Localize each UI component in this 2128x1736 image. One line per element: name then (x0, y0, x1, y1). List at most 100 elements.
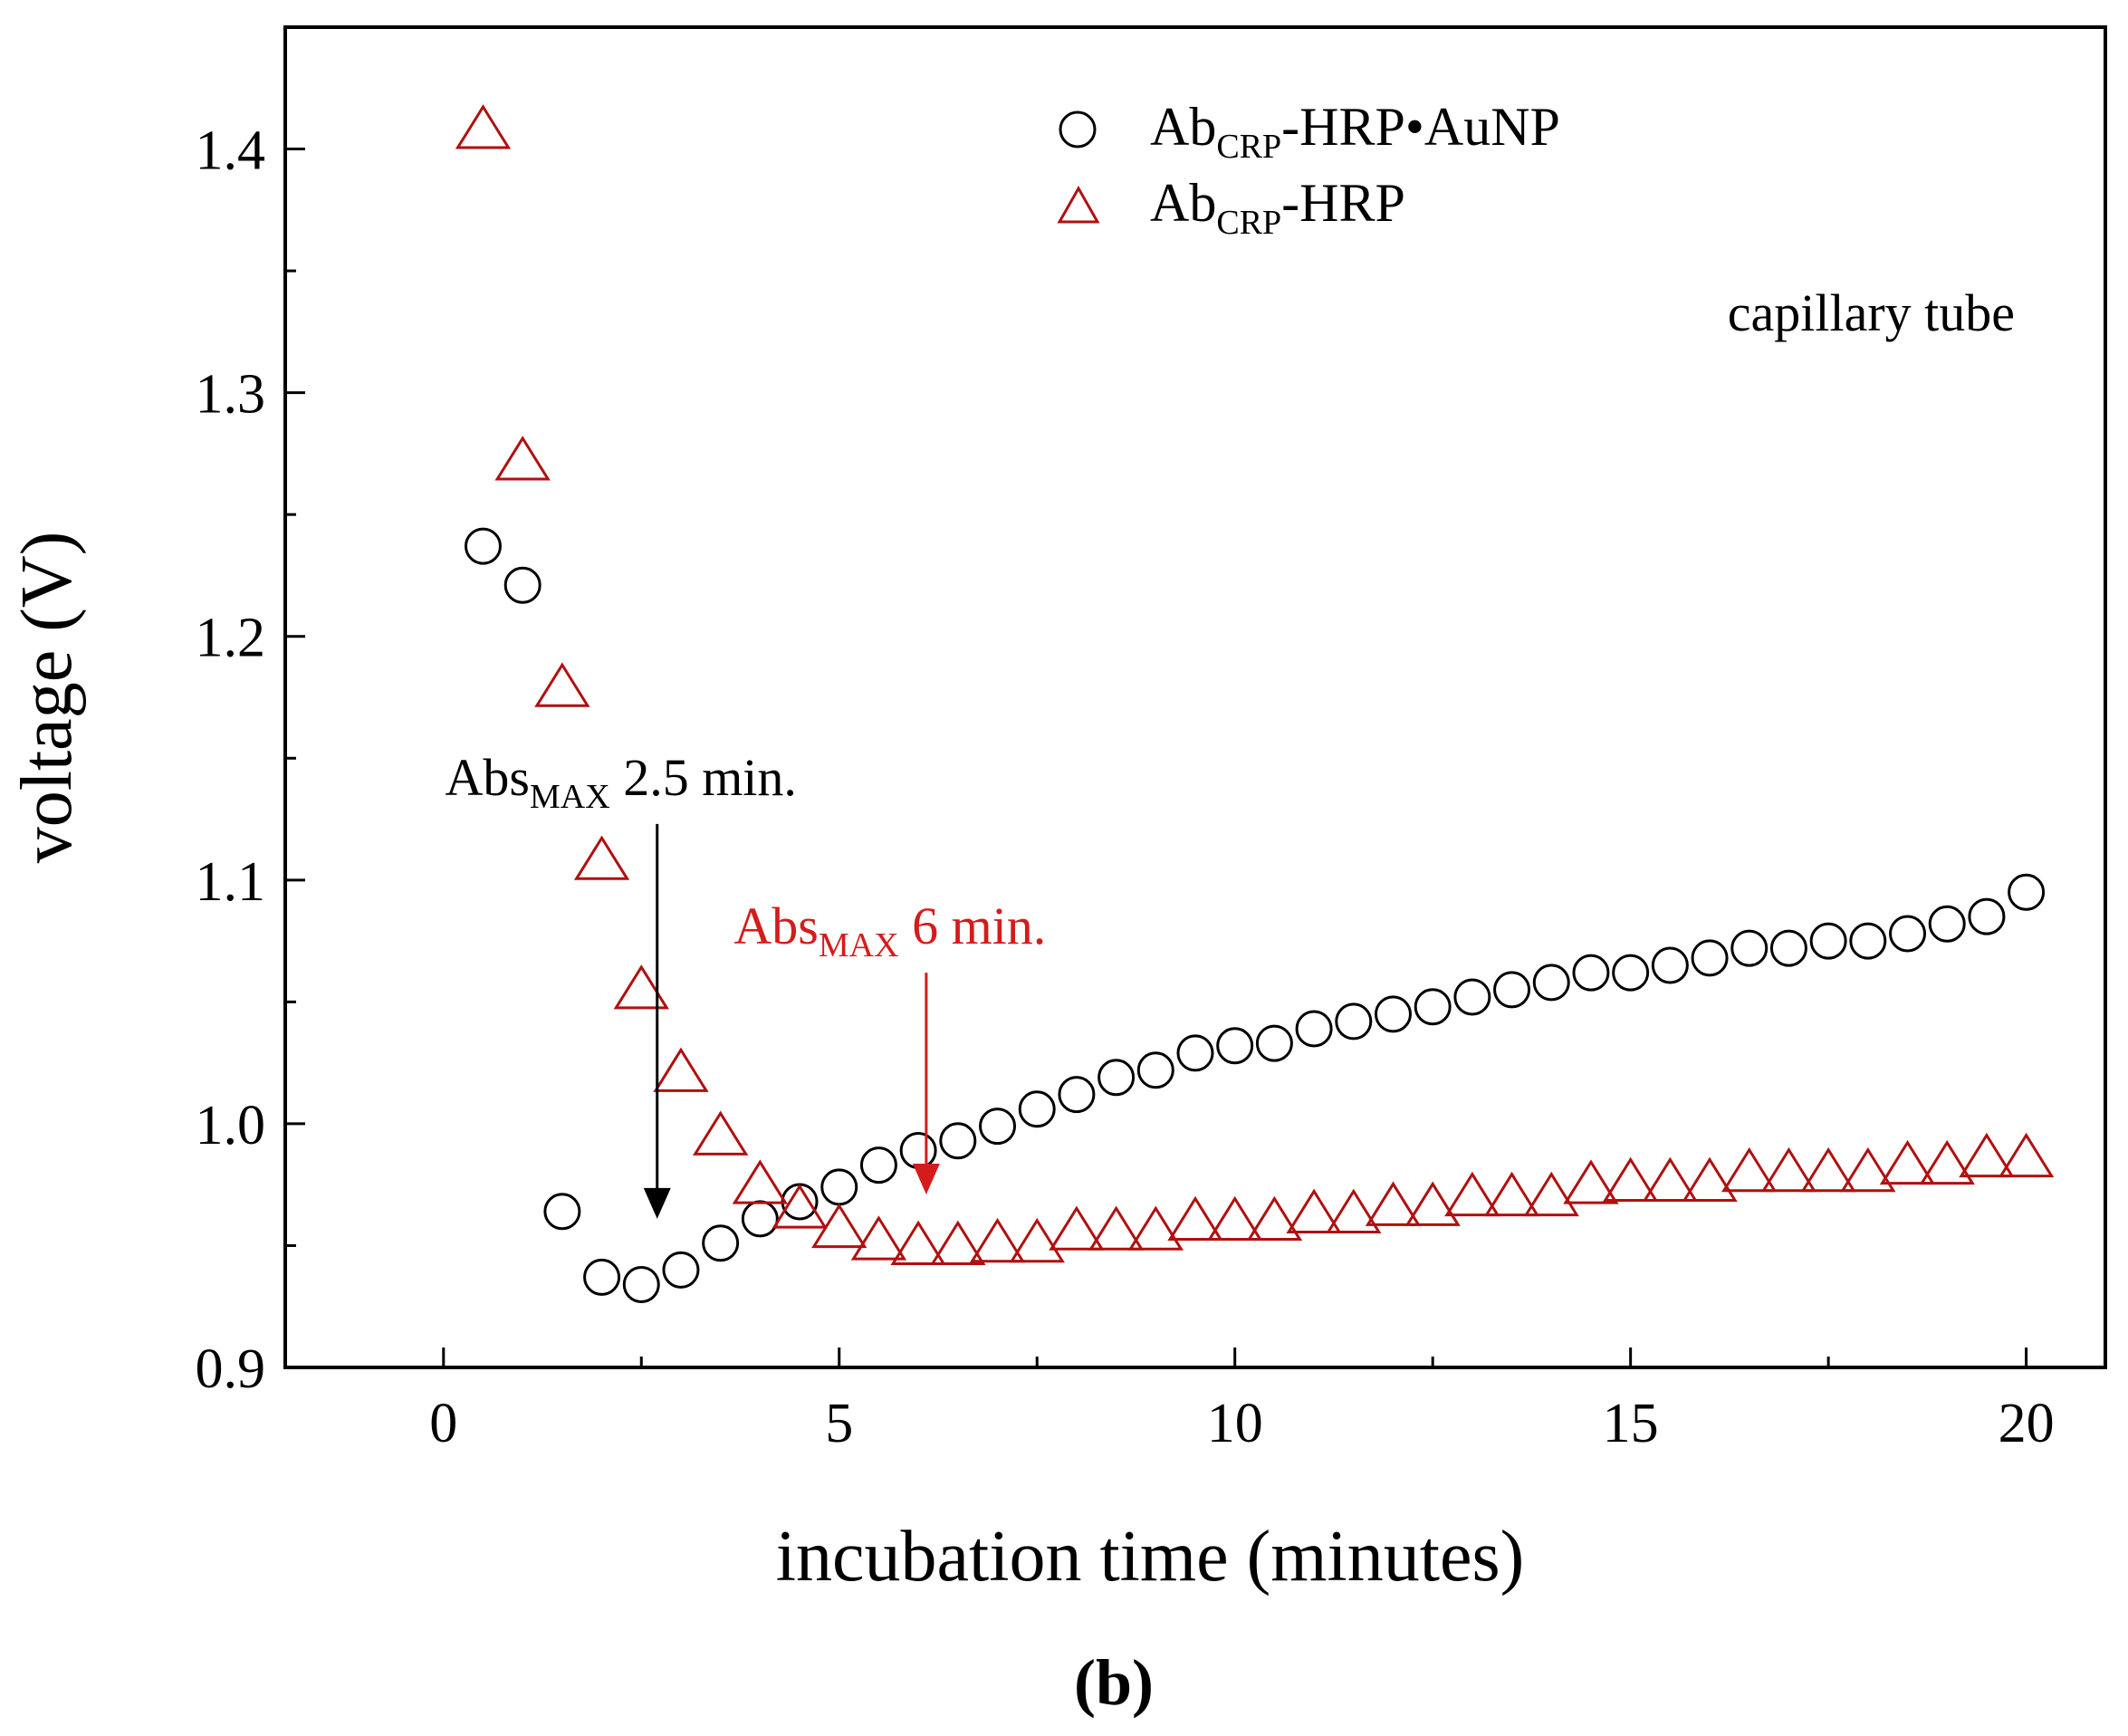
data-point-triangle (1246, 1195, 1303, 1242)
legend-marker-triangle (1057, 185, 1100, 224)
y-tick-label-1.2: 1.2 (196, 608, 266, 669)
data-point-triangle (1167, 1195, 1223, 1242)
plot-frame (283, 25, 2107, 1369)
data-point-circle (1374, 995, 1412, 1033)
data-point-circle (1335, 1002, 1373, 1041)
data-point-triangle (1919, 1139, 1975, 1185)
data-point-triangle (1959, 1132, 2015, 1178)
x-tick-label-10: 10 (1207, 1393, 1263, 1454)
legend-label-aunp-base: Ab (1150, 97, 1216, 157)
data-point-triangle (573, 835, 630, 880)
annotation-text-sub: MAX (819, 926, 899, 964)
annotation-text-black: AbsMAX 2.5 min. (446, 748, 797, 816)
data-point-triangle (1840, 1146, 1896, 1193)
data-point-circle (1098, 1059, 1136, 1097)
data-point-triangle (1721, 1146, 1778, 1193)
y-tick-label-0.9: 0.9 (196, 1338, 266, 1400)
y-tick-label-1.1: 1.1 (196, 851, 266, 913)
data-point-triangle (930, 1220, 986, 1265)
data-point-circle (1612, 954, 1650, 992)
data-point-circle (1058, 1076, 1096, 1114)
data-point-circle (1730, 929, 1769, 967)
x-tick-label-15: 15 (1603, 1393, 1659, 1454)
data-point-circle (1018, 1090, 1056, 1128)
x-axis-ticks: 0 5 10 15 20 (429, 1348, 2055, 1454)
data-point-triangle (969, 1217, 1026, 1263)
data-point-circle (1691, 939, 1729, 977)
data-point-circle (1255, 1024, 1293, 1062)
data-point-triangle (1800, 1146, 1856, 1193)
legend-label-aunp-sub: CRP (1216, 128, 1281, 166)
y-tick-label-1.3: 1.3 (196, 364, 266, 426)
data-point-circle (1849, 922, 1887, 960)
data-point-triangle (1760, 1146, 1817, 1193)
legend-marker-circle (1059, 110, 1097, 149)
data-point-triangle (1127, 1205, 1184, 1251)
y-tick-label-1.0: 1.0 (196, 1095, 266, 1156)
x-axis-label: incubation time (minutes) (776, 1517, 1524, 1597)
data-point-triangle (494, 436, 551, 481)
annotation-arrow-head-black (643, 1187, 671, 1219)
data-point-triangle (1444, 1171, 1500, 1217)
data-point-triangle (1365, 1181, 1422, 1226)
legend-label-hrp: AbCRP-HRP (1150, 173, 1405, 242)
data-point-triangle (1602, 1156, 1659, 1202)
data-point-circle (464, 527, 502, 565)
data-point-circle (1572, 954, 1610, 992)
data-point-triangle (772, 1184, 828, 1229)
data-point-triangle (1879, 1139, 1936, 1185)
panel-label: (b) (1074, 1646, 1154, 1719)
x-tick-label-20: 20 (1999, 1393, 2055, 1454)
annotation-text-base: Abs (446, 748, 530, 807)
data-point-circle (1532, 964, 1570, 1002)
data-point-triangle (1483, 1171, 1540, 1217)
annotation-text-base: Abs (733, 897, 818, 955)
data-point-circle (1769, 929, 1807, 967)
annotation-text-sub: MAX (530, 778, 610, 816)
absmax-annotations: AbsMAX 2.5 min.AbsMAX 6 min. (446, 748, 1047, 1219)
data-point-triangle (692, 1110, 749, 1156)
data-point-circle (1493, 971, 1531, 1009)
data-point-triangle (1088, 1205, 1145, 1251)
data-point-triangle (1563, 1159, 1619, 1204)
data-point-circle (662, 1251, 700, 1289)
data-point-circle (543, 1193, 581, 1231)
legend-label-aunp: AbCRP-HRP•AuNP (1150, 97, 1560, 166)
data-point-circle (1295, 1010, 1333, 1048)
data-point-triangle (1682, 1156, 1738, 1202)
data-point-triangle (890, 1220, 946, 1265)
data-point-circle (1968, 897, 2006, 935)
data-point-triangle (653, 1047, 709, 1092)
data-point-circle (1889, 915, 1927, 953)
data-point-circle (741, 1200, 779, 1238)
data-point-circle (781, 1183, 819, 1221)
data-point-triangle (1286, 1188, 1342, 1233)
data-point-circle (899, 1132, 937, 1170)
data-point-circle (1651, 946, 1689, 984)
x-tick-label-0: 0 (429, 1393, 457, 1454)
data-point-circle (1216, 1027, 1254, 1065)
series-hrp-triangles (455, 104, 2055, 1265)
y-tick-label-1.4: 1.4 (196, 120, 266, 182)
data-point-triangle (613, 964, 669, 1010)
data-point-circle (1928, 905, 1966, 943)
data-point-circle (702, 1224, 740, 1262)
data-point-triangle (1049, 1205, 1105, 1251)
data-point-triangle (1404, 1181, 1461, 1226)
annotation-arrow-head-red (912, 1163, 940, 1194)
data-point-circle (503, 566, 542, 604)
data-point-circle (939, 1122, 977, 1160)
data-point-triangle (732, 1159, 789, 1204)
annotation-text-rest: 6 min. (899, 897, 1047, 955)
data-point-circle (583, 1258, 621, 1296)
legend-label-hrp-base: Ab (1150, 173, 1216, 233)
data-point-circle (1176, 1034, 1214, 1072)
data-point-triangle (1642, 1156, 1699, 1202)
data-point-circle (859, 1146, 897, 1185)
legend-label-aunp-rest: -HRP•AuNP (1281, 97, 1560, 157)
data-point-circle (1136, 1051, 1174, 1089)
data-point-circle (1453, 978, 1491, 1016)
data-point-circle (820, 1168, 858, 1206)
data-point-triangle (850, 1215, 907, 1261)
